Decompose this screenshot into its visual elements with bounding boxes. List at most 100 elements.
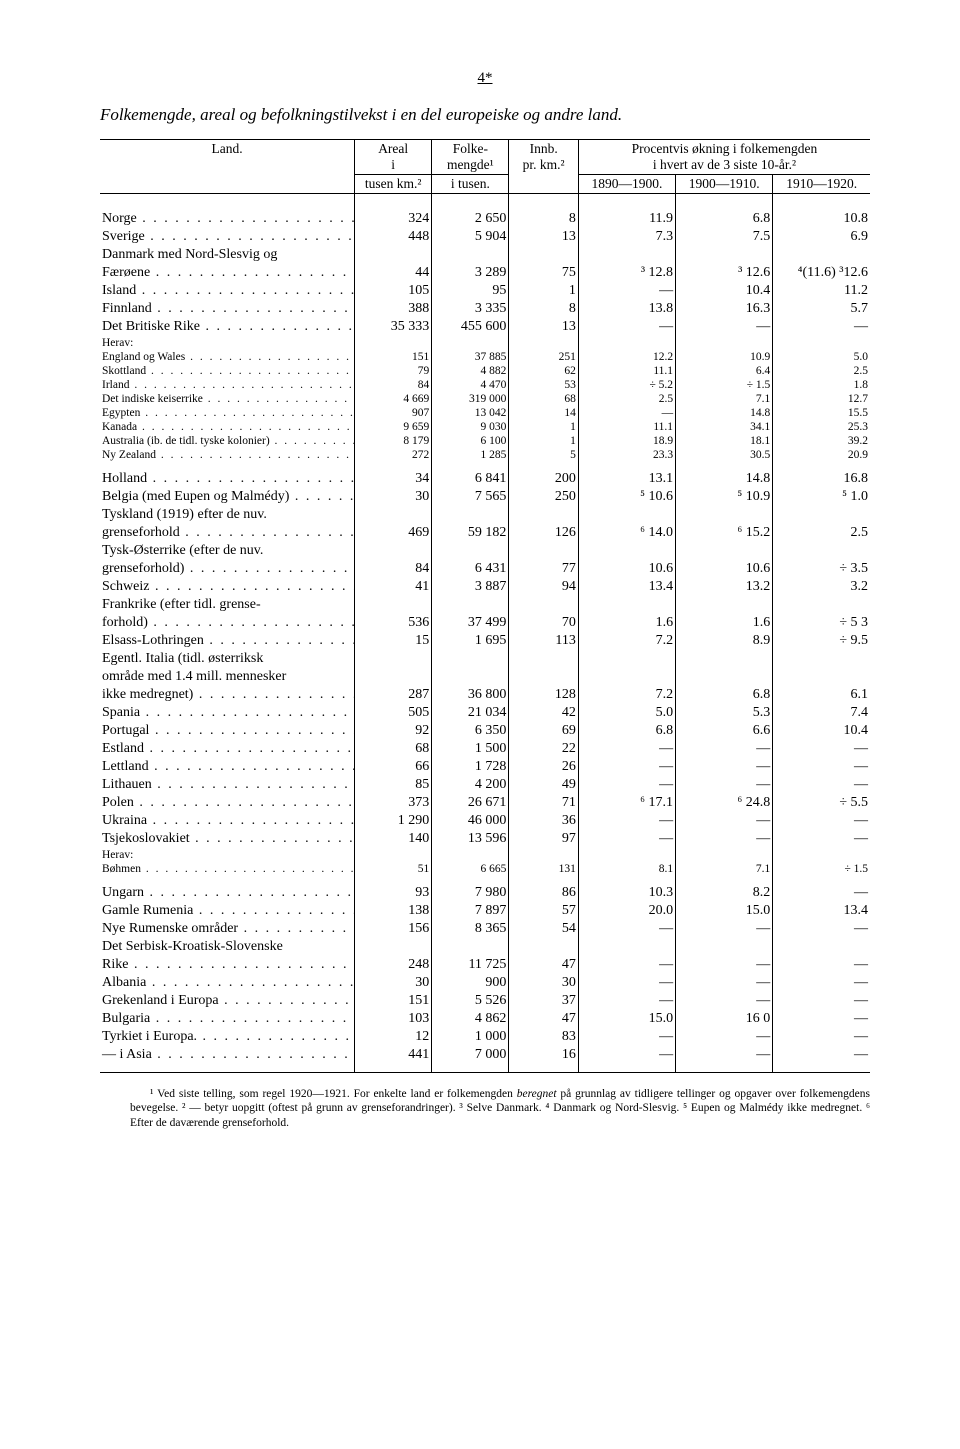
- folk-cell: 8 365: [432, 920, 509, 938]
- p1-cell: 10.6: [578, 560, 675, 578]
- p2-cell: 14.8: [676, 406, 773, 420]
- p3-cell: —: [773, 758, 870, 776]
- p1-cell: 11.1: [578, 420, 675, 434]
- innb-cell: 71: [509, 794, 578, 812]
- p1-cell: 20.0: [578, 902, 675, 920]
- innb-cell: 5: [509, 448, 578, 462]
- folk-cell: 11 725: [432, 956, 509, 974]
- folk-cell: 4 862: [432, 1010, 509, 1028]
- land-cell: Elsass-Lothringen . . . . . . . . . . . …: [100, 632, 355, 650]
- table-row: Skottland . . . . . . . . . . . . . . . …: [100, 364, 870, 378]
- p2-cell: [676, 668, 773, 686]
- table-row: Estland . . . . . . . . . . . . . . . . …: [100, 740, 870, 758]
- p1-cell: 7.2: [578, 686, 675, 704]
- folk-cell: 7 565: [432, 488, 509, 506]
- p2-cell: —: [676, 830, 773, 848]
- land-cell: Tsjekoslovakiet . . . . . . . . . . . . …: [100, 830, 355, 848]
- p1-cell: —: [578, 282, 675, 300]
- land-cell: ikke medregnet) . . . . . . . . . . . . …: [100, 686, 355, 704]
- p3-cell: 6.1: [773, 686, 870, 704]
- folk-cell: 4 470: [432, 378, 509, 392]
- p2-cell: [676, 938, 773, 956]
- p1-cell: —: [578, 920, 675, 938]
- areal-cell: 8 179: [355, 434, 432, 448]
- p3-cell: —: [773, 920, 870, 938]
- land-cell: Frankrike (efter tidl. grense-: [100, 596, 355, 614]
- areal-cell: 140: [355, 830, 432, 848]
- land-cell: Irland . . . . . . . . . . . . . . . . .…: [100, 378, 355, 392]
- herav-label: Herav:: [100, 848, 355, 862]
- innb-cell: [509, 668, 578, 686]
- folk-cell: 59 182: [432, 524, 509, 542]
- folk-cell: 5 904: [432, 228, 509, 246]
- p3-cell: —: [773, 1010, 870, 1028]
- p3-cell: [773, 938, 870, 956]
- p1-cell: ⁶ 14.0: [578, 524, 675, 542]
- table-row: Portugal . . . . . . . . . . . . . . . .…: [100, 722, 870, 740]
- land-cell: Tyskland (1919) efter de nuv.: [100, 506, 355, 524]
- p3-cell: —: [773, 956, 870, 974]
- folk-cell: 95: [432, 282, 509, 300]
- p3-cell: 25.3: [773, 420, 870, 434]
- areal-cell: 536: [355, 614, 432, 632]
- innb-cell: [509, 938, 578, 956]
- p2-cell: —: [676, 758, 773, 776]
- folk-cell: 9 030: [432, 420, 509, 434]
- areal-cell: 30: [355, 488, 432, 506]
- folk-cell: 13 596: [432, 830, 509, 848]
- folk-cell: [432, 650, 509, 668]
- p2-cell: ³ 12.6: [676, 264, 773, 282]
- p2-cell: [676, 596, 773, 614]
- p1-cell: —: [578, 956, 675, 974]
- p3-cell: 1.8: [773, 378, 870, 392]
- th-folk-unit: i tusen.: [432, 175, 509, 194]
- land-cell: Det Serbisk-Kroatisk-Slovenske: [100, 938, 355, 956]
- areal-cell: 105: [355, 282, 432, 300]
- areal-cell: 12: [355, 1028, 432, 1046]
- table-row: [100, 876, 870, 884]
- p3-cell: ÷ 3.5: [773, 560, 870, 578]
- land-cell: Polen . . . . . . . . . . . . . . . . . …: [100, 794, 355, 812]
- p1-cell: —: [578, 830, 675, 848]
- p1-cell: [578, 650, 675, 668]
- p3-cell: [773, 506, 870, 524]
- innb-cell: 250: [509, 488, 578, 506]
- land-cell: Finnland . . . . . . . . . . . . . . . .…: [100, 300, 355, 318]
- p1-cell: ⁵ 10.6: [578, 488, 675, 506]
- land-cell: Holland . . . . . . . . . . . . . . . . …: [100, 470, 355, 488]
- th-areal-unit: tusen km.²: [355, 175, 432, 194]
- p3-cell: 5.7: [773, 300, 870, 318]
- table-row: [100, 202, 870, 210]
- table-row: Herav:: [100, 336, 870, 350]
- p2-cell: [676, 246, 773, 264]
- p2-cell: 7.5: [676, 228, 773, 246]
- p2-cell: 16 0: [676, 1010, 773, 1028]
- table-row: England og Wales . . . . . . . . . . . .…: [100, 350, 870, 364]
- innb-cell: 13: [509, 228, 578, 246]
- p1-cell: 13.8: [578, 300, 675, 318]
- innb-cell: 69: [509, 722, 578, 740]
- innb-cell: 16: [509, 1046, 578, 1064]
- p2-cell: 16.3: [676, 300, 773, 318]
- land-cell: Bulgaria . . . . . . . . . . . . . . . .…: [100, 1010, 355, 1028]
- p1-cell: ÷ 5.2: [578, 378, 675, 392]
- table-row: Kanada . . . . . . . . . . . . . . . . .…: [100, 420, 870, 434]
- p2-cell: 7.1: [676, 862, 773, 876]
- p1-cell: —: [578, 992, 675, 1010]
- th-p2: 1900—1910.: [676, 175, 773, 194]
- table-row: Færøene . . . . . . . . . . . . . . . . …: [100, 264, 870, 282]
- p1-cell: —: [578, 740, 675, 758]
- table-row: Holland . . . . . . . . . . . . . . . . …: [100, 470, 870, 488]
- innb-cell: 62: [509, 364, 578, 378]
- herav-label: Herav:: [100, 336, 355, 350]
- innb-cell: 1: [509, 434, 578, 448]
- areal-cell: 66: [355, 758, 432, 776]
- innb-cell: 83: [509, 1028, 578, 1046]
- innb-cell: [509, 650, 578, 668]
- p2-cell: 1.6: [676, 614, 773, 632]
- folk-cell: 319 000: [432, 392, 509, 406]
- p1-cell: —: [578, 1046, 675, 1064]
- innb-cell: [509, 596, 578, 614]
- land-cell: Island . . . . . . . . . . . . . . . . .…: [100, 282, 355, 300]
- table-row: Ungarn . . . . . . . . . . . . . . . . .…: [100, 884, 870, 902]
